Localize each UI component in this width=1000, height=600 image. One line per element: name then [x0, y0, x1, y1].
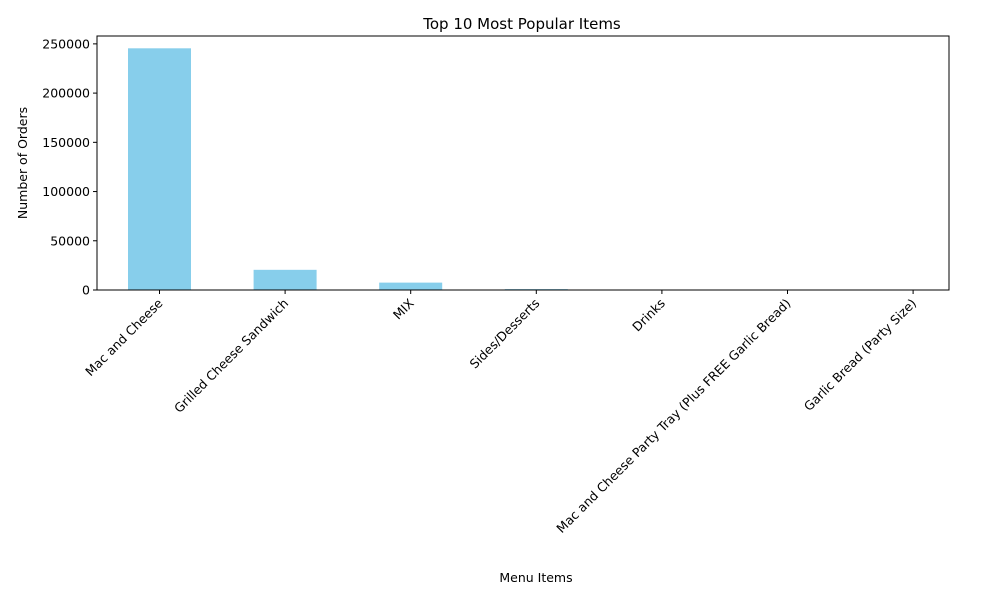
x-tick-label: Drinks — [629, 296, 668, 335]
y-tick-label: 0 — [82, 283, 90, 298]
x-tick-label: Mac and Cheese Party Tray (Plus FREE Gar… — [553, 296, 793, 536]
bar-0 — [128, 48, 191, 291]
y-axis: 0 50000 100000 150000 200000 250000 — [42, 36, 97, 298]
bars-layer — [128, 48, 945, 291]
x-axis: Mac and Cheese Grilled Cheese Sandwich MIX… — [82, 290, 919, 536]
y-tick-label: 200000 — [42, 86, 90, 101]
x-tick-label: Mac and Cheese — [82, 295, 166, 379]
y-axis-label: Number of Orders — [15, 107, 30, 219]
bar-1 — [253, 269, 317, 290]
y-tick-label: 100000 — [42, 184, 90, 199]
y-tick-label: 150000 — [42, 135, 90, 150]
chart-title: Top 10 Most Popular Items — [422, 15, 621, 33]
x-tick-label: Garlic Bread (Party Size) — [801, 296, 919, 414]
x-tick-label: Sides/Desserts — [467, 296, 543, 372]
bar-2 — [379, 282, 443, 290]
x-tick-label: Grilled Cheese Sandwich — [171, 296, 291, 416]
y-tick-label: 250000 — [42, 36, 90, 51]
y-tick-label: 50000 — [50, 233, 90, 248]
x-axis-label: Menu Items — [499, 570, 572, 585]
plot-frame — [96, 35, 950, 291]
x-tick-label: MIX — [390, 295, 417, 322]
